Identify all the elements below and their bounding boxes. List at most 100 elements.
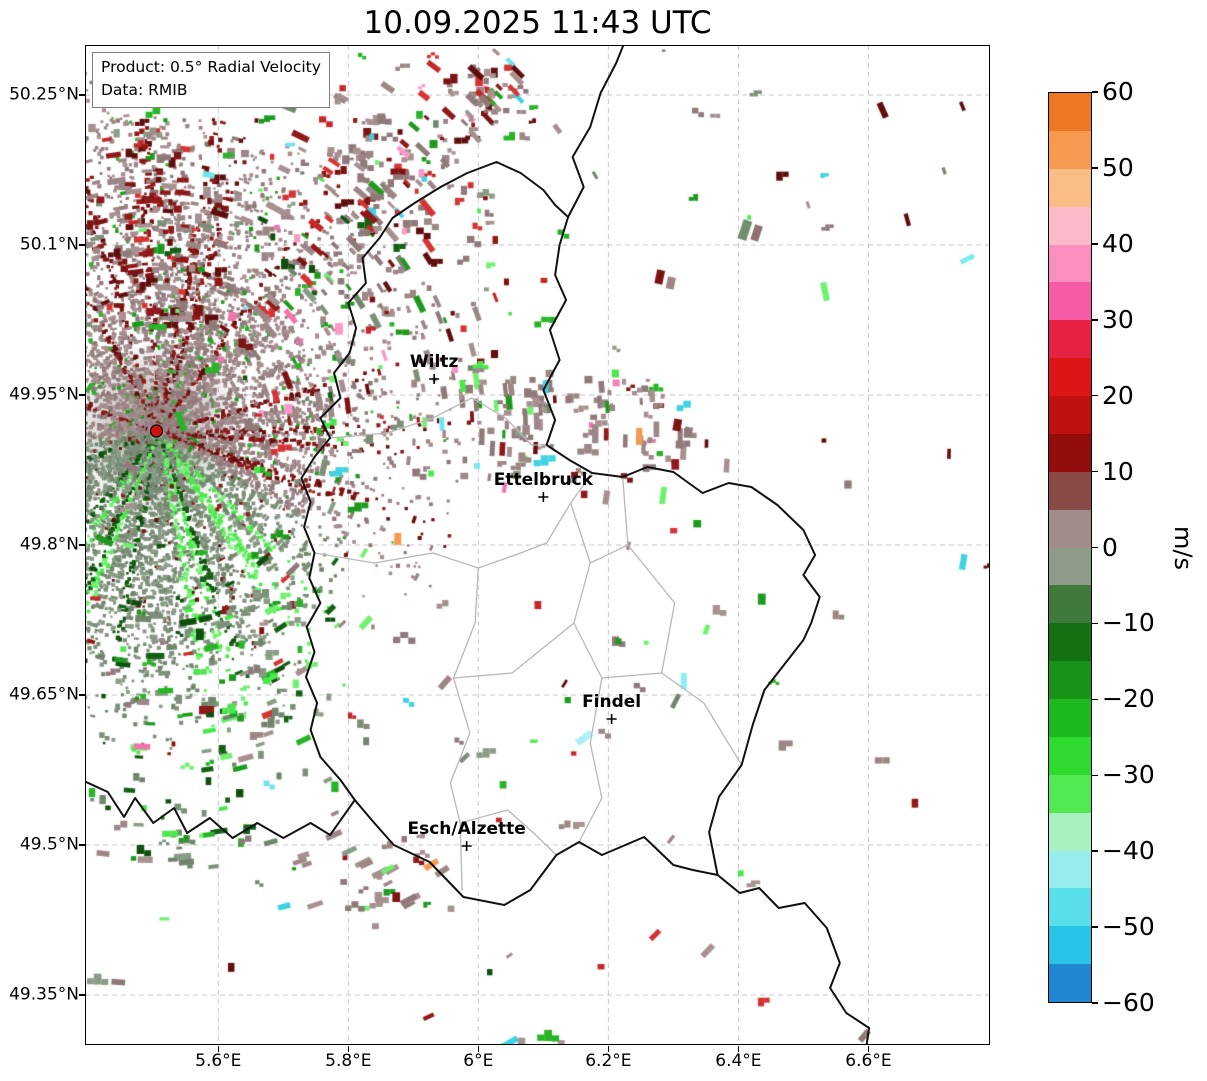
- lon-tick-mark: [217, 1046, 220, 1052]
- colorbar-segment: [1049, 433, 1091, 472]
- city-label: Ettelbruck: [494, 470, 594, 490]
- colorbar-segment: [1049, 168, 1091, 207]
- colorbar-tick-mark: [1092, 1002, 1098, 1004]
- colorbar-segment: [1049, 509, 1091, 548]
- colorbar-tick-label: 20: [1102, 380, 1134, 410]
- lat-tick-label: 49.35°N: [9, 984, 79, 1005]
- lat-tick-label: 50.25°N: [9, 84, 79, 105]
- city-marker: [538, 492, 549, 502]
- colorbar-segment: [1049, 471, 1091, 510]
- colorbar-segment: [1049, 812, 1091, 851]
- colorbar-segment: [1049, 774, 1091, 813]
- lat-tick-mark: [79, 694, 85, 696]
- colorbar-segment: [1049, 206, 1091, 245]
- colorbar-tick-label: 30: [1102, 304, 1134, 334]
- colorbar-segment: [1049, 585, 1091, 624]
- district-border-path: [589, 476, 629, 564]
- colorbar-segment: [1049, 699, 1091, 737]
- colorbar-tick-mark: [1092, 926, 1098, 928]
- lat-tick-label: 49.8°N: [19, 534, 79, 555]
- lon-tick-mark: [607, 1046, 610, 1052]
- colorbar-tick-mark: [1092, 546, 1098, 549]
- lat-tick-label: 49.95°N: [9, 384, 79, 405]
- city-label: Wiltz: [410, 352, 459, 372]
- lon-tick-label: 6.2°E: [585, 1051, 632, 1071]
- colorbar-tick-label: −30: [1102, 760, 1155, 790]
- colorbar-tick-mark: [1092, 319, 1098, 321]
- lat-tick-mark: [79, 244, 85, 246]
- district-border-path: [459, 809, 558, 856]
- lon-tick-mark: [867, 1046, 870, 1052]
- colorbar-tick-mark: [1092, 394, 1098, 397]
- colorbar-tick-label: 0: [1102, 532, 1118, 562]
- district-border-path: [570, 502, 603, 843]
- lon-tick-mark: [347, 1046, 350, 1052]
- district-border-path: [313, 472, 593, 569]
- city-label: Findel: [582, 692, 641, 712]
- colorbar-tick-mark: [1092, 622, 1098, 625]
- colorbar-tick-label: 40: [1102, 228, 1134, 258]
- colorbar-tick-label: −40: [1102, 836, 1155, 866]
- colorbar-tick-mark: [1092, 850, 1098, 852]
- lat-tick-mark: [79, 544, 85, 546]
- district-border-path: [449, 567, 479, 891]
- colorbar-segment: [1049, 130, 1091, 169]
- page-title: 10.09.2025 11:43 UTC: [363, 5, 712, 41]
- lat-tick-label: 49.65°N: [9, 684, 79, 705]
- map-plot-area: Wiltz Ettelbruck Findel Esch/Alzette Produc…: [85, 45, 990, 1045]
- colorbar-segment: [1049, 282, 1091, 321]
- colorbar-tick-label: −60: [1102, 987, 1155, 1017]
- product-info-box: Product: 0.5° Radial Velocity Data: RMIB: [92, 52, 330, 108]
- product-info-line: Product: 0.5° Radial Velocity: [101, 58, 321, 76]
- colorbar-segment: [1049, 547, 1091, 586]
- city-marker: [606, 714, 617, 724]
- lon-tick-label: 5.8°E: [325, 1051, 372, 1071]
- colorbar-segment: [1049, 736, 1091, 775]
- country-border-path: [716, 874, 871, 1045]
- colorbar-tick-mark: [1092, 698, 1098, 701]
- country-border-path: [85, 780, 356, 839]
- colorbar-tick-mark: [1092, 91, 1098, 93]
- district-border-path: [329, 397, 548, 446]
- colorbar-unit-label: m/s: [1169, 526, 1197, 570]
- country-border-path: [567, 45, 625, 218]
- district-border-path: [601, 672, 743, 766]
- district-border-path: [452, 622, 575, 679]
- lat-tick-label: 50.1°N: [19, 234, 79, 255]
- colorbar-segment: [1049, 888, 1091, 927]
- lat-tick-mark: [79, 394, 85, 396]
- city-marker: [461, 841, 472, 851]
- colorbar-segment: [1049, 926, 1091, 965]
- colorbar-tick-label: −20: [1102, 684, 1155, 714]
- colorbar-segment: [1049, 623, 1091, 662]
- lon-tick-mark: [477, 1046, 480, 1052]
- map-overlay-layer: Wiltz Ettelbruck Findel Esch/Alzette: [85, 45, 871, 1045]
- colorbar-segment: [1049, 358, 1091, 396]
- colorbar-tick-label: 50: [1102, 152, 1134, 182]
- city-marker: [429, 374, 440, 384]
- colorbar-segment: [1049, 244, 1091, 283]
- lat-tick-mark: [79, 994, 85, 996]
- radar-canvas: [85, 45, 990, 1045]
- lon-tick-label: 6.4°E: [715, 1051, 762, 1071]
- colorbar-segment: [1049, 320, 1091, 359]
- colorbar-tick-mark: [1092, 470, 1098, 473]
- lat-tick-label: 49.5°N: [19, 834, 79, 855]
- colorbar-tick-label: −50: [1102, 911, 1155, 941]
- lat-tick-mark: [79, 94, 85, 96]
- colorbar-segment: [1049, 964, 1091, 1002]
- colorbar-tick-label: −10: [1102, 608, 1155, 638]
- colorbar-tick-mark: [1092, 167, 1098, 169]
- lon-tick-label: 5.6°E: [195, 1051, 242, 1071]
- colorbar: [1048, 92, 1092, 1003]
- lon-tick-mark: [737, 1046, 740, 1052]
- colorbar-segment: [1049, 396, 1091, 434]
- data-source-line: Data: RMIB: [101, 81, 188, 100]
- colorbar-segment: [1049, 661, 1091, 699]
- colorbar-tick-label: 10: [1102, 456, 1134, 486]
- colorbar-segment: [1049, 850, 1091, 889]
- colorbar-tick-mark: [1092, 774, 1098, 776]
- colorbar-segment: [1049, 93, 1091, 131]
- colorbar-tick-mark: [1092, 243, 1098, 245]
